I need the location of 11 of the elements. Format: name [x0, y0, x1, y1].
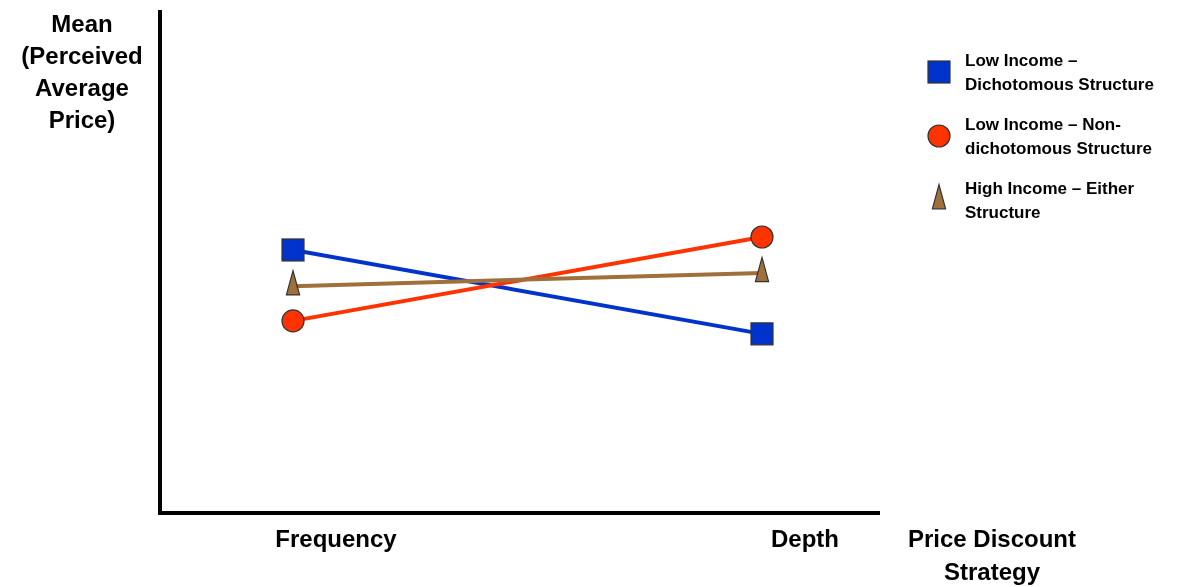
legend-label: Low Income – Non-dichotomous Structure — [965, 115, 1153, 158]
y-axis-title: Mean (Perceived Average Price) — [21, 10, 143, 133]
x-tick-label: Depth — [771, 525, 839, 552]
legend-label: Low Income – Dichotomous Structure — [965, 51, 1154, 94]
point — [750, 225, 774, 249]
x-axis-title: Price Discount Strategy — [907, 525, 1077, 585]
legend-label: High Income – Either Structure — [965, 179, 1135, 222]
point — [281, 309, 305, 333]
x-tick-label: Frequency — [275, 525, 398, 552]
point — [281, 238, 305, 262]
point — [750, 322, 774, 346]
